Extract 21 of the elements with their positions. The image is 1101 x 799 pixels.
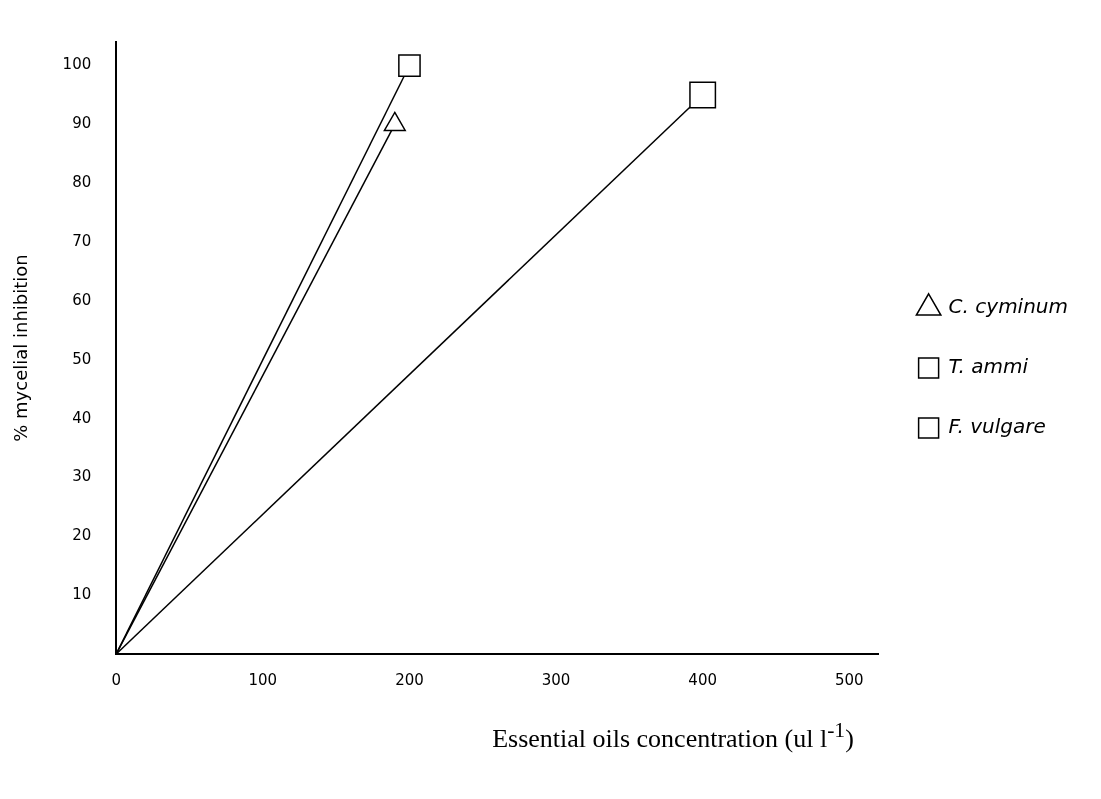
- y-tick-label: 30: [72, 467, 92, 486]
- y-axis-title: % mycelial inhibition: [10, 254, 32, 442]
- y-tick-label: 10: [72, 585, 92, 604]
- y-tick-label: 70: [72, 231, 92, 250]
- legend-label: T. ammi: [948, 354, 1029, 379]
- y-tick-label: 20: [72, 526, 92, 545]
- x-tick-label: 300: [541, 670, 571, 689]
- y-tick-label: 40: [72, 408, 92, 427]
- legend-label: C. cyminum: [948, 294, 1069, 319]
- y-tick-label: 90: [72, 114, 92, 133]
- x-tick-label: 500: [834, 670, 864, 689]
- y-tick-label: 80: [72, 173, 92, 192]
- x-tick-label: 0: [111, 670, 121, 689]
- x-tick-label: 400: [688, 670, 717, 689]
- legend-label: F. vulgare: [948, 414, 1046, 439]
- x-tick-label: 100: [248, 670, 278, 689]
- x-axis-title: Essential oils concentration (ul l$^{-1}$): [491, 718, 855, 754]
- y-tick-label: 100: [62, 55, 92, 74]
- y-tick-label: 50: [72, 349, 92, 368]
- x-tick-label: 200: [395, 670, 424, 689]
- y-tick-label: 60: [72, 290, 92, 309]
